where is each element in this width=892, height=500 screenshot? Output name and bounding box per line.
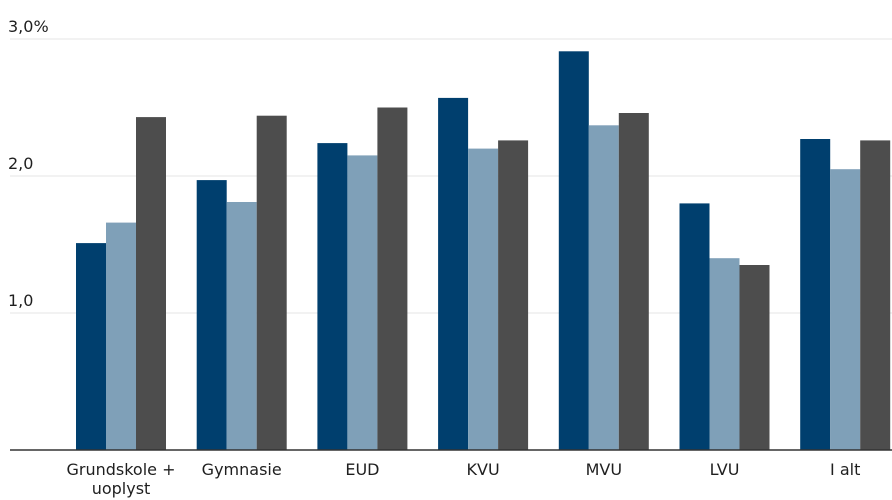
x-tick-label: EUD bbox=[345, 460, 379, 479]
bar bbox=[347, 155, 378, 450]
x-tick-label-line: Gymnasie bbox=[202, 460, 282, 479]
x-tick-label-line: MVU bbox=[586, 460, 622, 479]
x-tick-label-line: Grundskole + bbox=[66, 460, 175, 479]
bar bbox=[226, 202, 257, 450]
x-tick-labels: Grundskole + uoplyst Gymnasie EUD KVU MVU LVU I… bbox=[66, 460, 860, 498]
bar bbox=[618, 113, 649, 450]
x-tick-label: Gymnasie bbox=[202, 460, 282, 479]
bar bbox=[558, 51, 589, 451]
x-tick-label-line: I alt bbox=[830, 460, 860, 479]
bar bbox=[377, 107, 408, 450]
x-tick-label: KVU bbox=[467, 460, 500, 479]
bar bbox=[588, 125, 619, 451]
bar bbox=[76, 243, 106, 450]
bar bbox=[317, 143, 348, 450]
y-tick-label: 1,0 bbox=[8, 291, 33, 310]
y-tick-label: 3,0% bbox=[8, 17, 49, 36]
x-tick-label: I alt bbox=[830, 460, 860, 479]
x-tick-label: Grundskole + uoplyst bbox=[66, 460, 175, 498]
bar bbox=[468, 148, 499, 450]
bars bbox=[76, 51, 891, 451]
bar bbox=[106, 222, 136, 450]
bar bbox=[860, 140, 891, 450]
bar bbox=[800, 139, 831, 450]
y-tick-label: 2,0 bbox=[8, 154, 33, 173]
bar bbox=[830, 169, 861, 450]
bar bbox=[438, 97, 469, 451]
y-tick-labels: 1,0 2,0 3,0% bbox=[8, 17, 49, 310]
x-tick-label: LVU bbox=[710, 460, 740, 479]
bar bbox=[196, 180, 227, 450]
bar bbox=[679, 203, 710, 450]
bar bbox=[498, 140, 529, 450]
x-tick-label-line: EUD bbox=[345, 460, 379, 479]
bar bbox=[709, 258, 740, 450]
x-tick-label: MVU bbox=[586, 460, 622, 479]
x-tick-label-line: KVU bbox=[467, 460, 500, 479]
bar bbox=[136, 117, 166, 450]
bar bbox=[256, 115, 287, 450]
bar bbox=[739, 265, 770, 450]
x-tick-label-line: LVU bbox=[710, 460, 740, 479]
x-tick-label-line: uoplyst bbox=[92, 479, 151, 498]
